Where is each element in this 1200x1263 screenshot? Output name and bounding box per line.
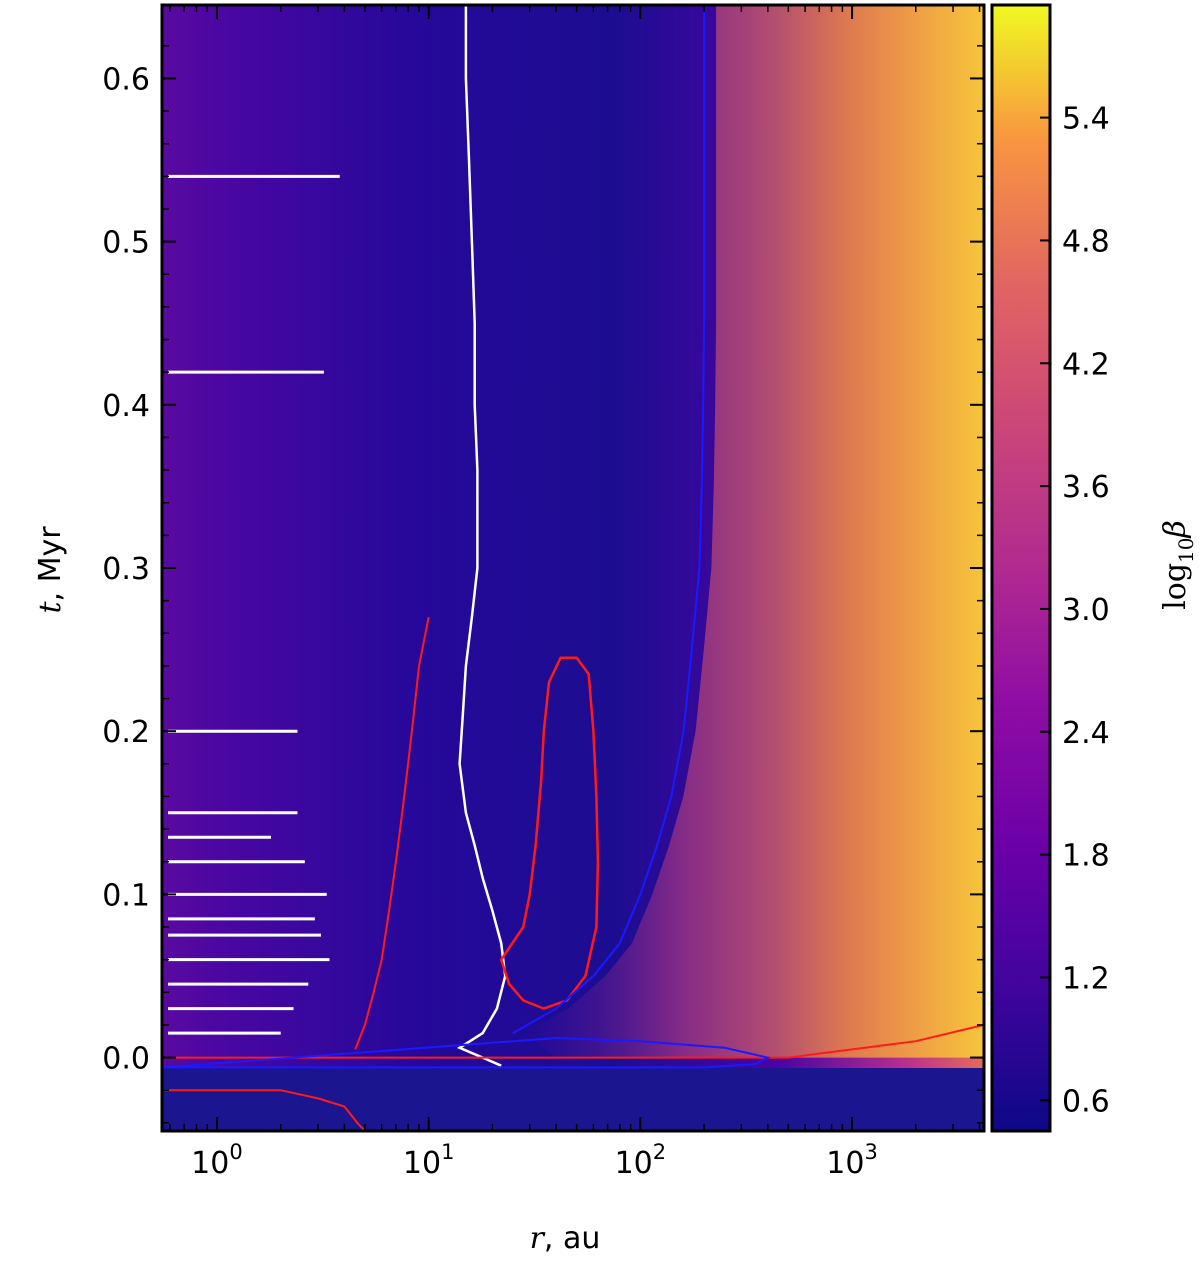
colorbar: 0.6 1.2 1.8 2.4 3.0 3.6 4.2 4.8 5.4 log10β: [990, 3, 1198, 1133]
blue-line-zero: [162, 1036, 771, 1069]
red-infall-line: [162, 1089, 366, 1131]
heatmap-initial-state-band: [162, 1068, 984, 1131]
colorbar-tick-label: 2.4: [1062, 716, 1110, 751]
x-tick-label: 100: [191, 1140, 243, 1181]
colorbar-tick-label: 3.0: [1062, 593, 1110, 628]
y-tick-label: 0.5: [102, 226, 150, 261]
colorbar-tick-label: 3.6: [1062, 470, 1110, 505]
inner-white-streaks: [168, 174, 340, 1035]
colorbar-tick-label: 0.6: [1062, 1084, 1110, 1119]
x-tick-label: 103: [826, 1140, 878, 1181]
colorbar-tick-label: 4.8: [1062, 224, 1110, 259]
colorbar-ticks: 0.6 1.2 1.8 2.4 3.0 3.6 4.2 4.8 5.4: [1040, 102, 1110, 1119]
contours: [162, 5, 984, 1131]
y-tick-label: 0.0: [102, 1042, 150, 1077]
red-contour-lobe: [499, 656, 600, 1010]
y-tick-label: 0.2: [102, 715, 150, 750]
y-tick-label: 0.4: [102, 389, 150, 424]
y-tick-label: 0.3: [102, 552, 150, 587]
plot-area: [162, 5, 984, 1131]
colorbar-title: log10β: [1158, 520, 1198, 610]
y-axis: 0.0 0.1 0.2 0.3 0.4 0.5 0.6: [102, 45, 984, 1124]
y-tick-label: 0.6: [102, 62, 150, 97]
colorbar-gradient: [992, 5, 1050, 1131]
blue-contour-boundary: [512, 5, 706, 1034]
red-contour-inner: [354, 616, 430, 1050]
colorbar-frame: [990, 3, 1052, 1133]
y-axis-title: t, Myr: [33, 526, 68, 614]
x-axis: 100 101 102 103: [169, 5, 981, 1181]
heatmap-outer-high-beta-region: [524, 5, 984, 1058]
x-tick-label: 102: [615, 1140, 667, 1181]
colorbar-tick-label: 4.2: [1062, 347, 1110, 382]
x-axis-title: r, au: [530, 1221, 601, 1256]
x-tick-label: 101: [403, 1140, 455, 1181]
red-line-zero: [162, 1023, 984, 1059]
y-tick-label: 0.1: [102, 878, 150, 913]
colorbar-tick-label: 1.8: [1062, 839, 1110, 874]
colorbar-tick-label: 5.4: [1062, 102, 1110, 137]
colorbar-tick-label: 1.2: [1062, 961, 1110, 996]
white-contour-boundary: [456, 5, 507, 1067]
